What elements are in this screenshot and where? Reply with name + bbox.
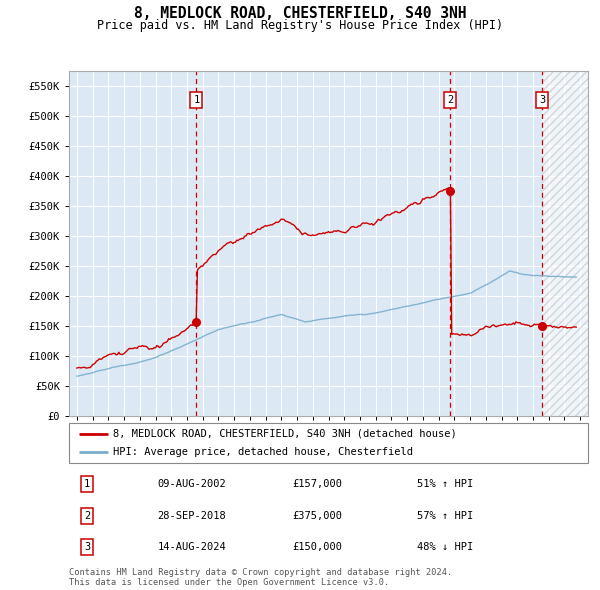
Text: 2: 2 <box>447 95 454 105</box>
Text: 2: 2 <box>84 511 90 520</box>
Text: 48% ↓ HPI: 48% ↓ HPI <box>417 542 473 552</box>
FancyBboxPatch shape <box>69 423 588 463</box>
Text: 1: 1 <box>84 479 90 489</box>
Text: 14-AUG-2024: 14-AUG-2024 <box>157 542 226 552</box>
Text: 57% ↑ HPI: 57% ↑ HPI <box>417 511 473 520</box>
Text: £375,000: £375,000 <box>292 511 342 520</box>
Text: £150,000: £150,000 <box>292 542 342 552</box>
Text: 51% ↑ HPI: 51% ↑ HPI <box>417 479 473 489</box>
Text: 8, MEDLOCK ROAD, CHESTERFIELD, S40 3NH (detached house): 8, MEDLOCK ROAD, CHESTERFIELD, S40 3NH (… <box>113 429 457 439</box>
Text: 3: 3 <box>84 542 90 552</box>
Text: Contains HM Land Registry data © Crown copyright and database right 2024.
This d: Contains HM Land Registry data © Crown c… <box>69 568 452 587</box>
Text: 28-SEP-2018: 28-SEP-2018 <box>157 511 226 520</box>
Text: £157,000: £157,000 <box>292 479 342 489</box>
Text: HPI: Average price, detached house, Chesterfield: HPI: Average price, detached house, Ches… <box>113 447 413 457</box>
Bar <box>542 71 588 416</box>
Text: 3: 3 <box>539 95 545 105</box>
Text: 8, MEDLOCK ROAD, CHESTERFIELD, S40 3NH: 8, MEDLOCK ROAD, CHESTERFIELD, S40 3NH <box>134 6 466 21</box>
Text: Price paid vs. HM Land Registry's House Price Index (HPI): Price paid vs. HM Land Registry's House … <box>97 19 503 32</box>
Text: 1: 1 <box>193 95 200 105</box>
Text: 09-AUG-2002: 09-AUG-2002 <box>157 479 226 489</box>
